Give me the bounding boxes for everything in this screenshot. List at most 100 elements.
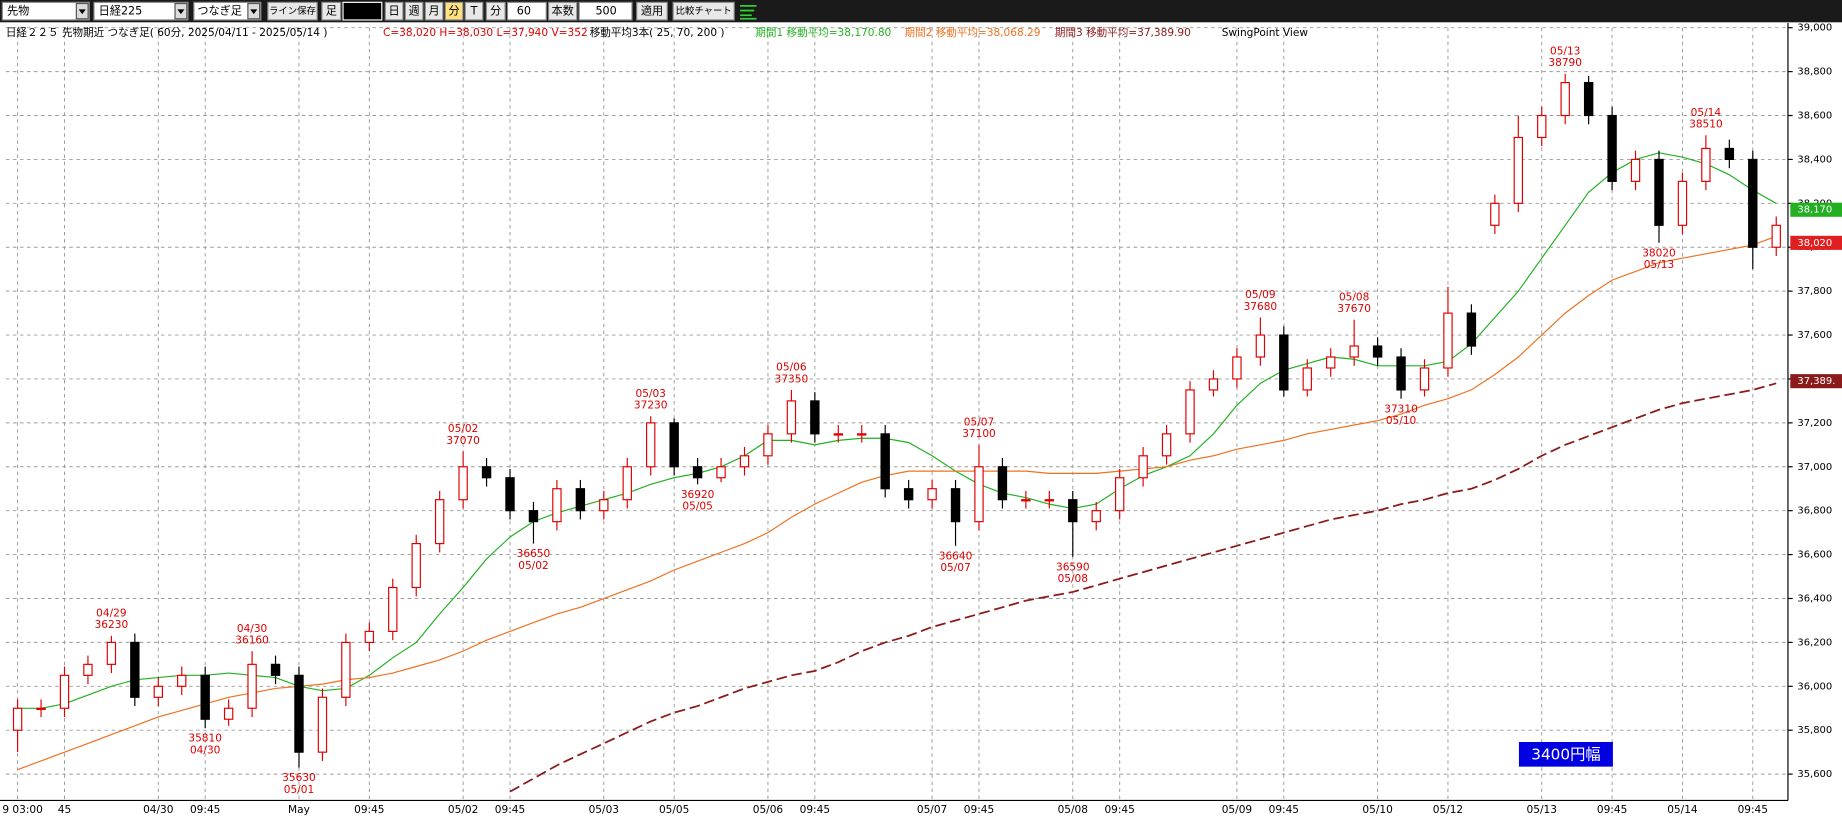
apply-button[interactable] [636,1,668,21]
x-tick-label: 05/06 [753,804,784,816]
candle-body [1630,158,1641,182]
y-tick-label: 38,600 [1797,111,1832,122]
candle-body [1068,499,1078,523]
candle-body [1232,356,1242,380]
candle-body [341,641,351,698]
interval-text: 60 [517,5,531,18]
period-text: 週 [409,5,420,18]
candle-body [1208,378,1219,391]
arrow-icon [250,9,258,15]
compare-button[interactable] [672,1,735,21]
arrow-icon [78,9,86,15]
x-tick-label: 04/30 [143,804,174,816]
period-button[interactable] [424,1,444,21]
moving-average-line [509,382,1777,793]
x-tick-label: May [288,804,310,816]
candle-body [903,488,914,501]
swing-price: 37680 [1244,301,1278,313]
x-tick-label: 09:45 [495,804,525,816]
market-select[interactable] [1,1,90,21]
swing-date: 05/02 [448,423,478,435]
candle-body [1138,455,1148,479]
count-text: 500 [595,5,616,18]
candle-body [1583,82,1594,117]
candle-body [1021,499,1031,502]
x-tick-label: 05/10 [1362,804,1393,816]
price-tag [1790,202,1842,217]
count-input[interactable] [578,1,633,21]
candle-body [411,543,421,589]
swing-date: 05/07 [940,562,970,574]
period-button[interactable] [384,1,404,21]
candle-body [1724,147,1735,161]
x-tick-label: 09:45 [1269,804,1299,816]
y-tick-label: 39,000 [1797,23,1832,34]
period-button[interactable] [464,1,484,21]
swing-date: 04/29 [96,608,126,620]
candle-body [833,433,843,436]
chart-icon[interactable] [740,4,757,20]
x-tick-label: 05/14 [1667,804,1698,816]
candle-body [59,674,70,709]
x-tick-label: 05/13 [1527,804,1557,816]
candle-body [12,707,23,731]
range-label-bg [1518,741,1613,767]
bar-type-select[interactable] [193,1,262,21]
candle-body [599,499,609,512]
swing-price: 37230 [634,400,668,412]
price-tag-label: 37,389. [1797,376,1835,387]
candle-body [434,499,445,545]
interval-input[interactable] [506,1,547,21]
y-tick-label: 35,600 [1797,769,1832,780]
candle-body [1701,147,1711,182]
candle-body [1490,202,1500,226]
symbol-select[interactable] [93,1,189,21]
candle-body [950,488,961,523]
swing-price: 36230 [95,619,129,631]
x-tick-label: 09:45 [1738,804,1768,816]
swing-price: 35630 [282,772,316,784]
period-text: 月 [428,5,439,18]
candle-body [1419,367,1430,391]
candle-body [1185,389,1195,435]
y-tick-label: 37,000 [1797,462,1832,473]
candle-body [1443,312,1453,369]
candle-body [1279,334,1289,391]
candle-body [1255,334,1266,358]
swing-price: 37670 [1337,303,1371,315]
y-tick-label: 37,800 [1797,286,1832,297]
save-button[interactable] [267,1,318,21]
x-tick-label: 09:45 [964,804,994,816]
candle-body [880,433,890,490]
candle-body [1044,499,1055,502]
candle-body [1302,367,1312,391]
swing-date: 05/08 [1058,573,1088,585]
period-text: 分 [448,5,459,18]
period-button[interactable] [404,1,424,21]
candle-body [974,466,984,523]
swing-price: 37310 [1384,403,1418,415]
x-tick-label: 45 [58,804,71,816]
swing-price: 36590 [1056,561,1090,573]
candle-body [692,466,703,479]
swing-price: 35810 [188,733,222,745]
color-box[interactable] [342,1,383,21]
period-button[interactable] [444,1,464,21]
symbol-text: 日経225 [99,5,143,18]
y-tick-label: 38,400 [1797,154,1832,165]
swing-date: 04/30 [237,623,268,635]
bar-label-box [321,1,342,21]
swing-price: 38510 [1689,119,1723,131]
candle-body [528,510,539,523]
x-tick-label: 9 03:00 [2,804,43,816]
ma-legend: 期間1 移動平均=38,170.80 [755,26,891,39]
candle-body [458,466,468,501]
candle-body [646,422,656,468]
y-tick-label: 37,600 [1797,330,1832,341]
swing-date: 05/06 [776,362,807,374]
candle-body [270,663,281,676]
y-tick-label: 36,400 [1797,593,1832,604]
bar-type-text: つなぎ足 [197,4,242,18]
